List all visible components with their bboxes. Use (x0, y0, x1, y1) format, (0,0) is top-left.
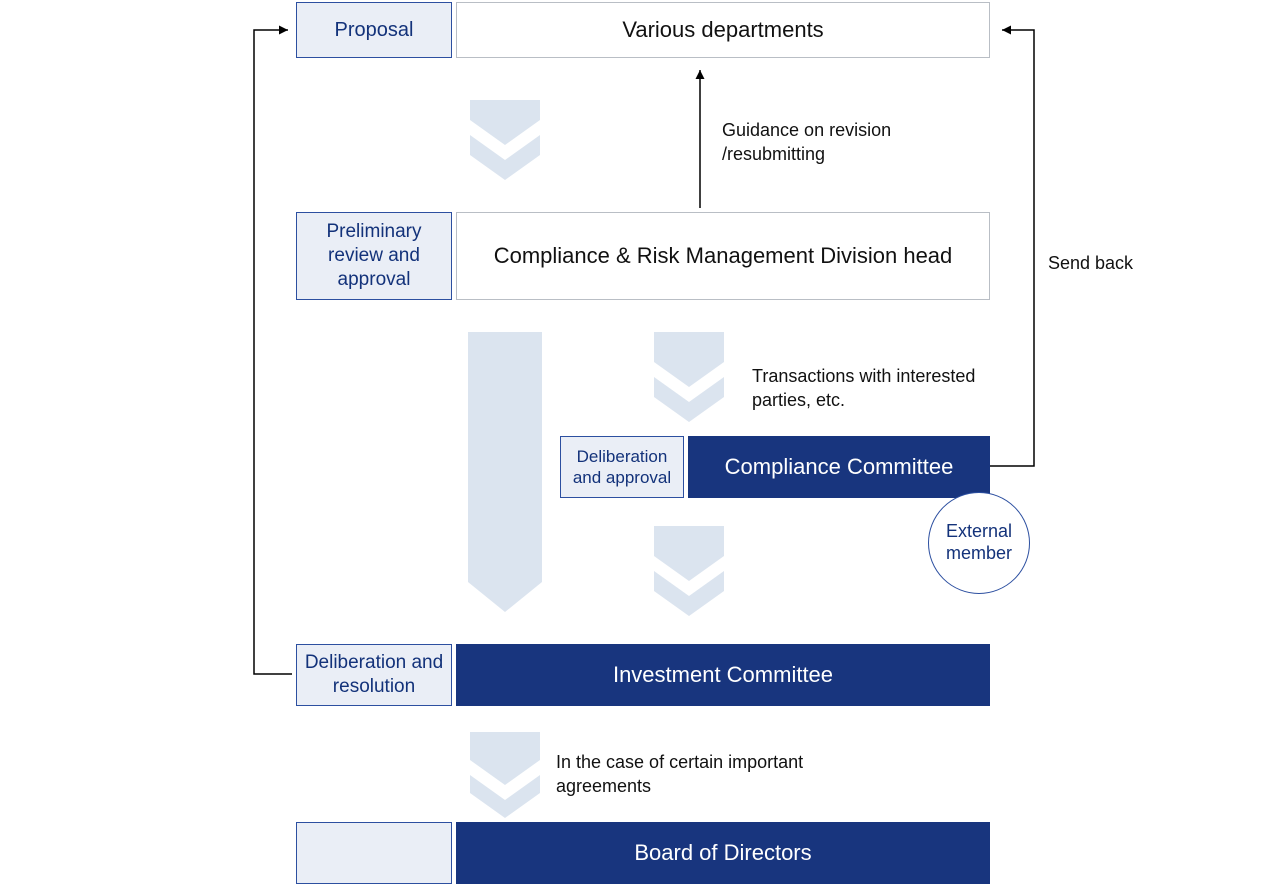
box-various-departments: Various departments (456, 2, 990, 58)
tag-proposal-label: Proposal (335, 18, 414, 43)
box-compliance-division-head-label: Compliance & Risk Management Division he… (494, 242, 953, 270)
badge-external-member-label: External member (929, 521, 1029, 564)
tag-board-empty (296, 822, 452, 884)
annot-transactions-text: Transactions with interested parties, et… (752, 366, 975, 410)
annot-transactions: Transactions with interested parties, et… (752, 364, 992, 413)
annot-important: In the case of certain important agreeme… (556, 750, 816, 799)
annot-sendback-text: Send back (1048, 253, 1133, 273)
tag-deliberation-resolution-label: Deliberation and resolution (297, 651, 451, 699)
chevron-r2-r4-long (468, 332, 542, 612)
chevron-r2-r3 (654, 332, 724, 422)
box-various-departments-label: Various departments (622, 16, 823, 44)
chevron-r1-r2 (470, 100, 540, 180)
tag-proposal: Proposal (296, 2, 452, 58)
arrow-feedback-left (254, 30, 292, 674)
tag-deliberation-resolution: Deliberation and resolution (296, 644, 452, 706)
tag-deliberation-approval: Deliberation and approval (560, 436, 684, 498)
annot-sendback: Send back (1048, 251, 1168, 275)
annot-important-text: In the case of certain important agreeme… (556, 752, 803, 796)
box-board-of-directors-label: Board of Directors (634, 839, 811, 867)
box-compliance-committee-label: Compliance Committee (725, 453, 954, 481)
box-compliance-division-head: Compliance & Risk Management Division he… (456, 212, 990, 300)
arrow-sendback (990, 30, 1034, 466)
annot-guidance: Guidance on revision /resubmitting (722, 118, 962, 167)
box-compliance-committee: Compliance Committee (688, 436, 990, 498)
chevron-r3-r4 (654, 526, 724, 616)
tag-preliminary-review-label: Preliminary review and approval (297, 220, 451, 291)
tag-preliminary-review: Preliminary review and approval (296, 212, 452, 300)
chevron-r4-r5 (470, 732, 540, 818)
box-investment-committee-label: Investment Committee (613, 661, 833, 689)
badge-external-member: External member (928, 492, 1030, 594)
box-board-of-directors: Board of Directors (456, 822, 990, 884)
flowchart-stage: Proposal Various departments Preliminary… (0, 0, 1280, 896)
tag-deliberation-approval-label: Deliberation and approval (561, 446, 683, 489)
annot-guidance-text: Guidance on revision /resubmitting (722, 120, 891, 164)
box-investment-committee: Investment Committee (456, 644, 990, 706)
